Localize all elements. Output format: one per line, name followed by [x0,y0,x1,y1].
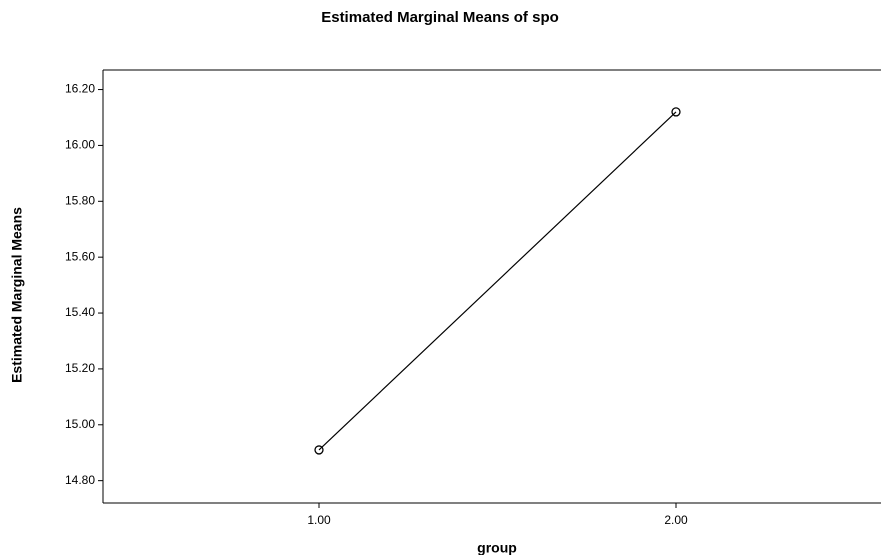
page: Estimated Marginal Means of spo Estimate… [0,0,881,555]
y-tick-label: 15.20 [65,361,95,375]
y-tick-label: 15.40 [65,305,95,319]
y-axis-title: Estimated Marginal Means [9,207,25,383]
y-tick-label: 15.60 [65,249,95,263]
chart: Estimated Marginal Means of spo Estimate… [0,0,881,555]
y-tick-label: 15.80 [65,193,95,207]
chart-title: Estimated Marginal Means of spo [321,9,559,26]
series-line [319,112,676,450]
x-tick-label: 2.00 [664,513,688,527]
x-axis-title: group [477,540,517,555]
y-tick-label: 16.20 [65,82,95,96]
y-tick-label: 15.00 [65,417,95,431]
y-tick-label: 14.80 [65,473,95,487]
x-tick-label: 1.00 [307,513,331,527]
y-tick-label: 16.00 [65,138,95,152]
